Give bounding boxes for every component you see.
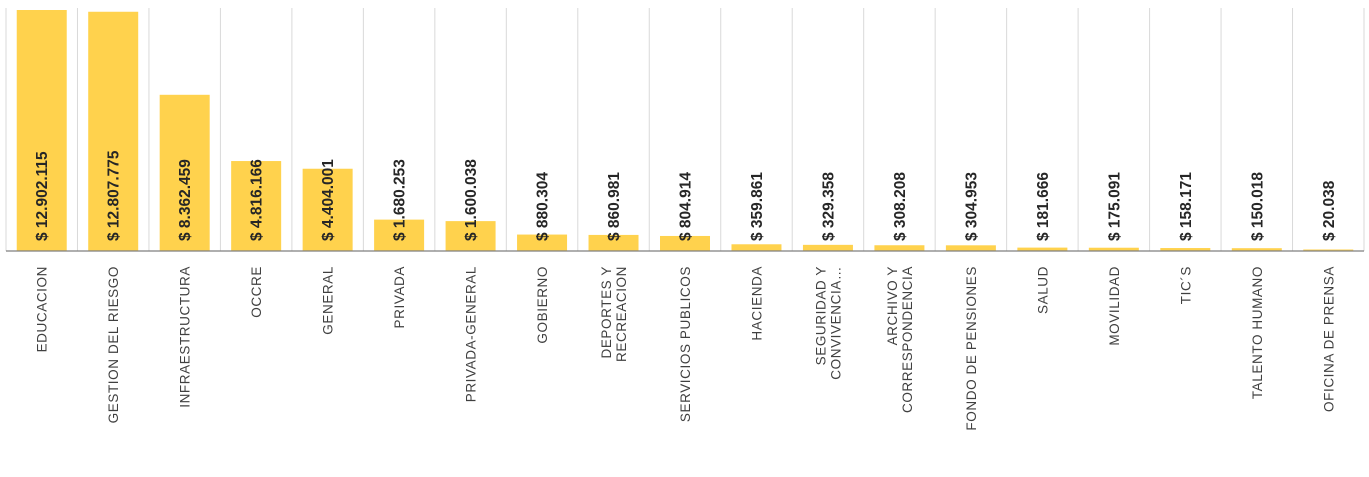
bar bbox=[159, 94, 210, 251]
category-label: OFICINA DE PRENSA bbox=[1321, 266, 1336, 412]
category-label: HACIENDA bbox=[749, 266, 764, 341]
category-label: OCCRE bbox=[249, 266, 264, 318]
data-label: $ 304.953 bbox=[963, 172, 980, 241]
bar bbox=[517, 234, 568, 251]
bar bbox=[302, 168, 353, 251]
category-labels: EDUCACION GESTION DEL RIESGO INFRAESTRUCTU… bbox=[35, 266, 1337, 431]
bars bbox=[16, 10, 1354, 251]
category-label: INFRAESTRUCTURA bbox=[178, 266, 193, 408]
category-label: CORRESPONDENCIA bbox=[900, 266, 915, 413]
data-label: $ 308.208 bbox=[892, 172, 909, 241]
data-label: $ 880.304 bbox=[535, 172, 552, 241]
category-label: TALENTO HUMANO bbox=[1250, 266, 1265, 399]
data-label: $ 359.861 bbox=[749, 172, 766, 241]
category-label: SERVICIOS PUBLICOS bbox=[678, 266, 693, 422]
data-label: $ 150.018 bbox=[1249, 172, 1266, 241]
data-label: $ 329.358 bbox=[820, 172, 837, 241]
data-label: $ 860.981 bbox=[606, 172, 623, 241]
bar bbox=[802, 244, 853, 251]
data-label: $ 20.038 bbox=[1321, 180, 1338, 241]
category-label: ARCHIVO Y bbox=[885, 266, 900, 345]
category-label: RECREACION bbox=[614, 266, 629, 362]
category-label: TIC´S bbox=[1178, 266, 1193, 304]
bar bbox=[1017, 247, 1068, 251]
category-label: DEPORTES Y bbox=[599, 266, 614, 359]
data-label: $ 12.807.775 bbox=[106, 150, 123, 241]
category-label: SEGURIDAD Y bbox=[813, 266, 828, 365]
bar bbox=[1231, 248, 1282, 251]
category-label: SALUD bbox=[1035, 266, 1050, 314]
data-label: $ 1.680.253 bbox=[392, 159, 409, 241]
bar bbox=[1303, 249, 1354, 251]
category-label: CONVIVENCIA… bbox=[828, 266, 843, 380]
category-label: EDUCACION bbox=[35, 266, 50, 352]
bar bbox=[231, 161, 282, 251]
data-label: $ 8.362.459 bbox=[177, 159, 194, 241]
bar bbox=[88, 11, 139, 251]
data-labels: $ 12.902.115 $ 12.807.775 $ 8.362.459 $ 4.8… bbox=[34, 150, 1338, 241]
category-label: MOVILIDAD bbox=[1107, 266, 1122, 346]
bar bbox=[1160, 248, 1211, 251]
category-label: PRIVADA-GENERAL bbox=[464, 266, 479, 402]
bar bbox=[945, 245, 996, 251]
bar bbox=[731, 244, 782, 251]
gridlines bbox=[5, 8, 1365, 251]
data-label: $ 4.404.001 bbox=[320, 159, 337, 241]
data-label: $ 4.816.166 bbox=[249, 159, 266, 241]
bar bbox=[588, 234, 639, 251]
bar bbox=[1088, 247, 1139, 251]
category-label: GOBIERNO bbox=[535, 266, 550, 344]
bar bbox=[374, 219, 425, 251]
bar bbox=[660, 235, 710, 251]
category-label: GESTION DEL RIESGO bbox=[106, 266, 121, 423]
data-label: $ 12.902.115 bbox=[34, 151, 51, 241]
bar bbox=[445, 221, 496, 251]
data-label: $ 804.914 bbox=[678, 172, 695, 241]
bar bbox=[874, 245, 925, 251]
data-label: $ 158.171 bbox=[1178, 172, 1195, 241]
data-label: $ 181.666 bbox=[1035, 172, 1052, 241]
data-label: $ 175.091 bbox=[1106, 172, 1123, 241]
category-label: FONDO DE PENSIONES bbox=[964, 266, 979, 431]
bar bbox=[16, 10, 67, 251]
data-label: $ 1.600.038 bbox=[463, 159, 480, 241]
category-label: PRIVADA bbox=[392, 266, 407, 328]
category-label: GENERAL bbox=[321, 266, 336, 335]
